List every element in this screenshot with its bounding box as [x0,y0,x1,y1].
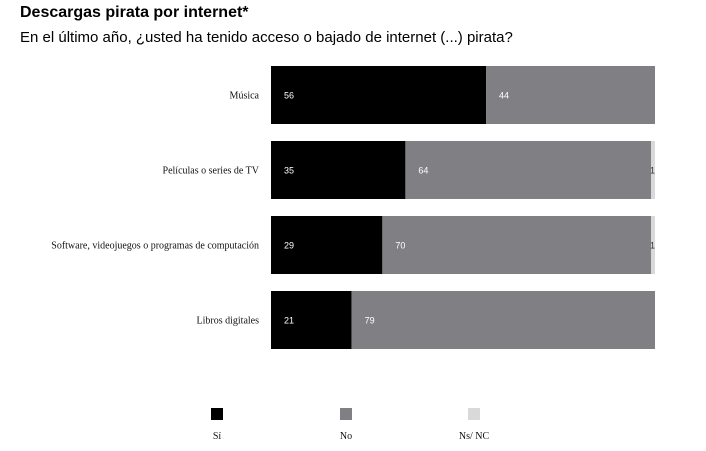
data-label: 29 [284,241,294,251]
legend-swatch [340,408,352,420]
legend-swatch [211,408,223,420]
bar-segment-si [271,216,383,274]
data-label: 70 [395,241,405,251]
chart-subtitle: En el último año, ¿usted ha tenido acces… [20,29,513,46]
data-label: 35 [284,166,294,176]
legend-label: Sí [213,431,222,442]
bar-segment-no [351,291,655,349]
bar-segment-si [271,291,352,349]
data-label: 21 [284,316,294,326]
bar-segment-no [405,141,652,199]
data-label: 64 [418,166,428,176]
data-label: 56 [284,91,294,101]
legend-swatch [468,408,480,420]
legend-label: Ns/ NC [459,431,490,442]
category-label: Películas o series de TV [163,166,260,177]
category-label: Música [230,91,260,102]
category-label: Libros digitales [197,316,260,327]
data-label: 44 [499,91,509,101]
data-label: 1 [650,166,655,176]
chart-title: Descargas pirata por internet* [20,4,249,21]
data-label: 79 [365,316,375,326]
bar-segment-no [486,66,655,124]
bar-segment-si [271,66,487,124]
data-label: 1 [650,241,655,251]
bar-segment-si [271,141,406,199]
legend-label: No [340,431,352,442]
bar-segment-no [382,216,652,274]
bar-segment-nsnc [651,216,655,274]
category-label: Software, videojuegos o programas de com… [51,241,259,252]
bar-segment-nsnc [651,141,655,199]
